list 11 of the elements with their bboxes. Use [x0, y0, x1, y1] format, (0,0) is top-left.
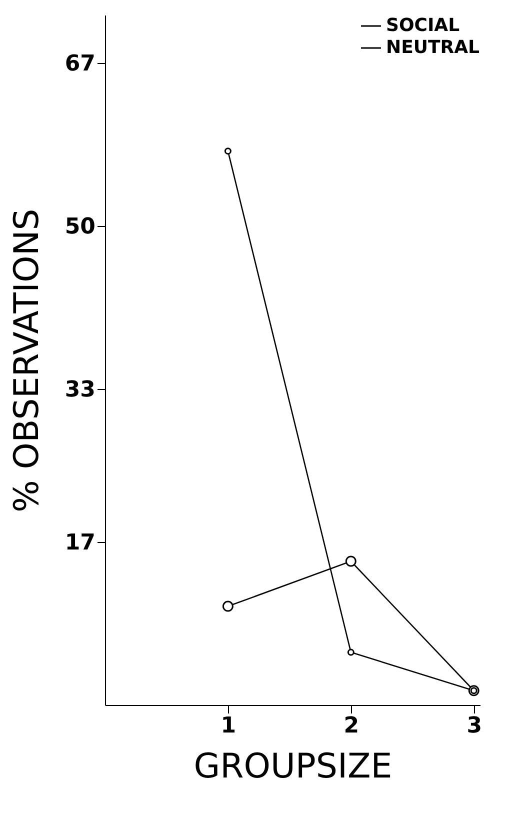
x-tick-label: 1: [220, 714, 236, 738]
y-tick-label: 67: [64, 51, 96, 76]
y-tick-label: 50: [64, 214, 96, 240]
y-tick-label: 33: [64, 377, 96, 402]
x-tick-label: 2: [344, 714, 360, 738]
legend-label: NEUTRAL: [386, 37, 480, 58]
y-tick-label: 17: [64, 530, 96, 556]
x-tick-label: 3: [466, 714, 482, 738]
y-axis-title: % OBSERVATIONS: [6, 208, 47, 512]
legend-label: SOCIAL: [386, 15, 460, 36]
x-axis-title: GROUPSIZE: [194, 746, 392, 786]
